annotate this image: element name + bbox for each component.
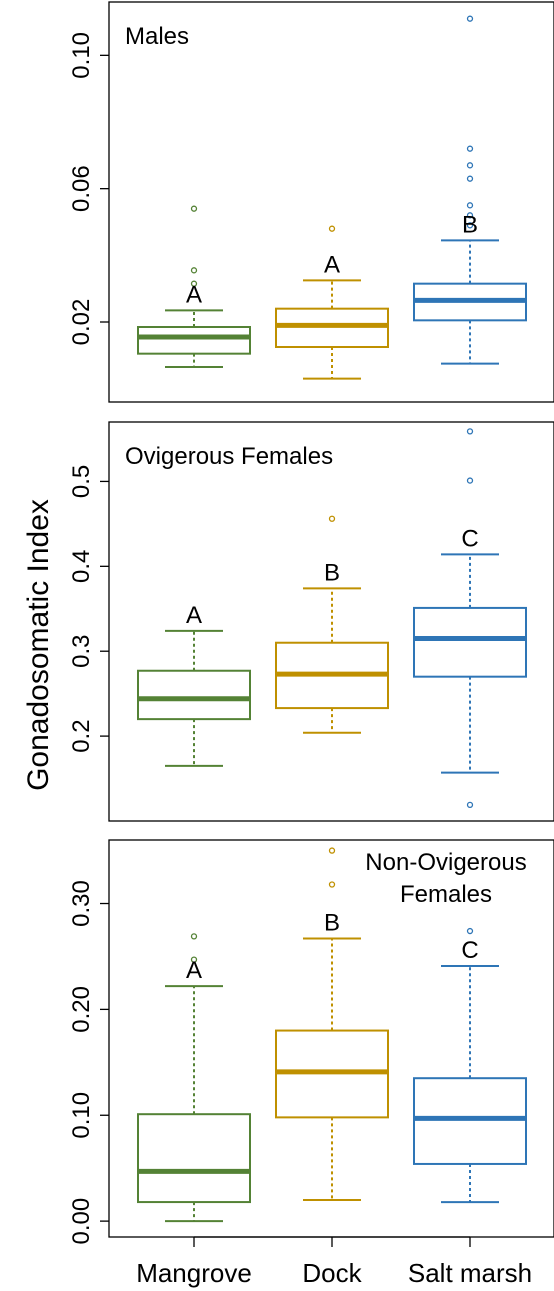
iqr-box xyxy=(413,606,527,678)
outlier-point xyxy=(466,477,474,484)
outlier-point xyxy=(466,202,474,209)
panel-frame xyxy=(108,1,554,403)
significance-letter: A xyxy=(324,251,340,278)
y-tick-label: 0.10 xyxy=(68,1092,95,1139)
y-tick-label: 0.30 xyxy=(68,880,95,927)
outlier-point xyxy=(328,847,336,854)
box-salt-marsh: B xyxy=(413,15,527,365)
x-tick-label-dock: Dock xyxy=(302,1258,362,1288)
outlier-point xyxy=(190,933,198,940)
outlier-point xyxy=(328,881,336,888)
panel-label-line: Non-Ovigerous xyxy=(365,849,526,876)
panel-ovigerous-females: 0.2 0.3 0.4 0.5 Ovigerous Females A B C xyxy=(68,421,554,822)
outlier-point xyxy=(466,162,474,169)
significance-letter: A xyxy=(186,602,202,629)
y-tick-label: 0.3 xyxy=(68,635,95,668)
outlier-point xyxy=(466,145,474,152)
y-tick-label: 0.06 xyxy=(68,165,95,212)
box-salt-marsh: C xyxy=(413,927,527,1204)
panel-males: 0.02 0.06 0.10 Males A A B xyxy=(68,1,554,403)
box-salt-marsh: C xyxy=(413,428,527,809)
significance-letter: C xyxy=(461,525,478,552)
panel-label: Males xyxy=(125,23,189,50)
panel-label: Non-Ovigerous Females xyxy=(365,849,526,908)
iqr-box xyxy=(413,1077,527,1165)
significance-letter: A xyxy=(186,957,202,984)
outlier-point xyxy=(466,175,474,182)
outlier-point xyxy=(190,267,198,274)
outlier-point xyxy=(328,225,336,232)
y-tick-label: 0.00 xyxy=(68,1198,95,1245)
box-mangrove: A xyxy=(137,602,251,767)
significance-letter: A xyxy=(186,281,202,308)
box-dock: A xyxy=(275,225,389,380)
outlier-point xyxy=(466,927,474,935)
x-tick-label-mangrove: Mangrove xyxy=(136,1258,252,1288)
iqr-box xyxy=(137,669,251,721)
outlier-point xyxy=(466,428,474,435)
significance-letter: B xyxy=(324,559,340,586)
box-dock: B xyxy=(275,847,389,1201)
significance-letter: B xyxy=(324,909,340,936)
x-axis xyxy=(193,1236,471,1247)
box-mangrove: A xyxy=(137,205,251,368)
outlier-point xyxy=(466,801,474,809)
significance-letter: C xyxy=(461,937,478,964)
y-tick-label: 0.4 xyxy=(68,550,95,583)
y-tick-label: 0.02 xyxy=(68,299,95,346)
outlier-point xyxy=(466,222,474,229)
y-tick-label: 0.5 xyxy=(68,465,95,498)
x-tick-label-salt-marsh: Salt marsh xyxy=(408,1258,532,1288)
box-dock: B xyxy=(275,515,389,734)
outlier-point xyxy=(328,515,336,522)
iqr-box xyxy=(137,326,251,355)
iqr-box xyxy=(137,1113,251,1204)
y-tick-label: 0.10 xyxy=(68,32,95,79)
box-mangrove: A xyxy=(137,933,251,1223)
outlier-point xyxy=(190,205,198,212)
panel-non-ovigerous-females: 0.00 0.10 0.20 0.30 Non-Ovigerous Females A B C xyxy=(68,839,554,1245)
panel-label-line: Females xyxy=(400,881,492,908)
y-tick-label: 0.20 xyxy=(68,986,95,1033)
significance-letter: B xyxy=(462,211,478,238)
y-axis-label: Gonadosomatic Index xyxy=(22,499,55,791)
panel-frame xyxy=(108,421,554,822)
outlier-point xyxy=(190,956,198,963)
y-tick-label: 0.2 xyxy=(68,719,95,752)
outlier-point xyxy=(466,212,474,219)
outlier-point xyxy=(190,280,198,287)
outlier-point xyxy=(466,15,474,22)
panel-label: Ovigerous Females xyxy=(125,443,333,470)
